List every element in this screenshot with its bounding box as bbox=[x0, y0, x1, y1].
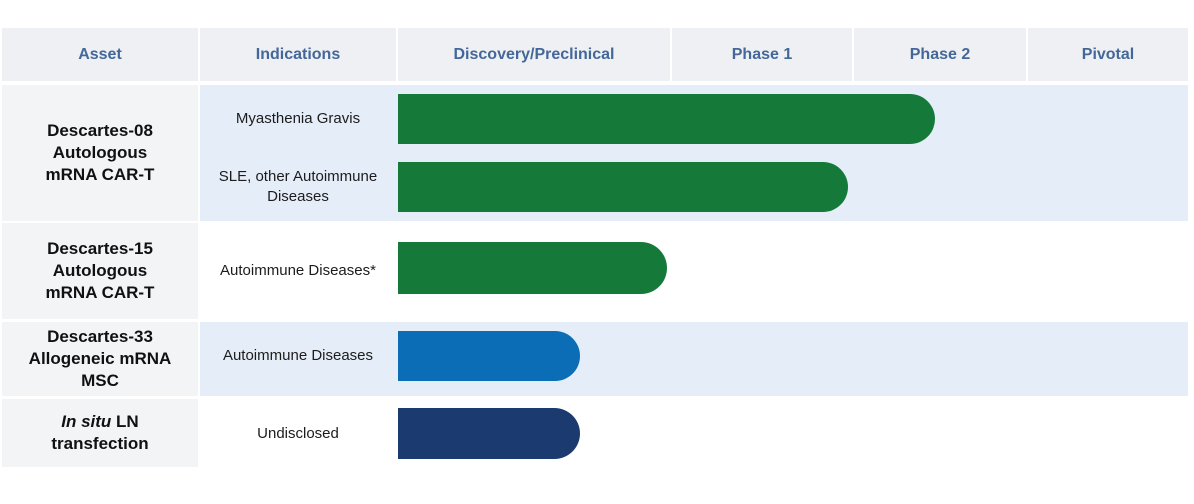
row-band-descartes-33 bbox=[200, 322, 1188, 396]
asset-line: transfection bbox=[51, 434, 149, 453]
asset-line: Autologous bbox=[52, 143, 148, 162]
header-pivotal: Pivotal bbox=[1028, 28, 1188, 81]
indication-autoimmune-diseases-star: Autoimmune Diseases* bbox=[220, 262, 376, 279]
asset-italic: In situ bbox=[61, 412, 112, 431]
progress-bar-descartes-33 bbox=[398, 331, 580, 381]
asset-line: Autologous bbox=[52, 261, 148, 280]
progress-bar-sle-autoimmune bbox=[398, 162, 848, 212]
asset-descartes-33: Descartes-33 Allogeneic mRNA MSC bbox=[2, 322, 198, 396]
progress-bar-in-situ-ln bbox=[398, 408, 580, 459]
indication-sle-autoimmune: SLE, other Autoimmune Diseases bbox=[218, 168, 378, 205]
asset-in-situ-ln: In situ LN transfection bbox=[2, 399, 198, 467]
header-indications: Indications bbox=[200, 28, 396, 81]
asset-descartes-15: Descartes-15 Autologous mRNA CAR-T bbox=[2, 223, 198, 319]
asset-descartes-08: Descartes-08 Autologous mRNA CAR-T bbox=[2, 85, 198, 221]
header-asset: Asset bbox=[2, 28, 198, 81]
asset-line: Descartes-33 bbox=[47, 327, 153, 346]
progress-bar-descartes-15 bbox=[398, 242, 667, 294]
header-phase-1: Phase 1 bbox=[672, 28, 852, 81]
asset-line: Descartes-08 bbox=[47, 121, 153, 140]
asset-line-rest: LN bbox=[111, 412, 139, 431]
indication-myasthenia-gravis: Myasthenia Gravis bbox=[235, 110, 361, 127]
asset-line: mRNA CAR-T bbox=[45, 283, 155, 302]
progress-bar-myasthenia-gravis bbox=[398, 94, 935, 144]
asset-line: Descartes-15 bbox=[47, 239, 153, 258]
asset-line: mRNA CAR-T bbox=[45, 165, 155, 184]
indication-undisclosed: Undisclosed bbox=[257, 424, 339, 442]
header-phase-2: Phase 2 bbox=[854, 28, 1026, 81]
asset-line: Allogeneic mRNA bbox=[28, 349, 172, 368]
indication-autoimmune-diseases: Autoimmune Diseases bbox=[222, 347, 374, 364]
asset-line: In situ LN bbox=[51, 411, 148, 433]
asset-line: MSC bbox=[81, 371, 119, 390]
header-discovery-preclinical: Discovery/Preclinical bbox=[398, 28, 670, 81]
